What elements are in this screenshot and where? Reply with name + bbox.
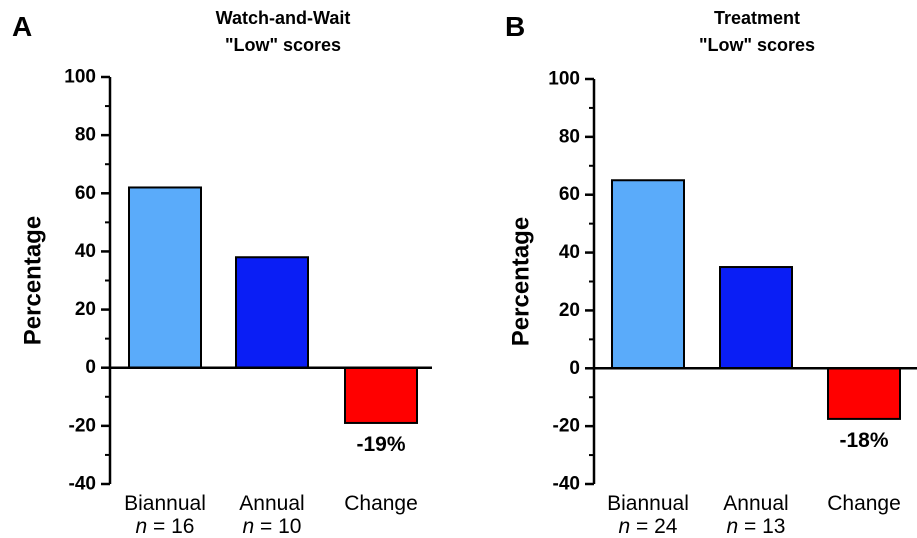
chart-title-line: Watch-and-Wait	[216, 8, 351, 28]
sample-size-value: 24	[654, 515, 678, 538]
y-tick-label: 80	[559, 126, 580, 147]
x-tick-label: Biannual	[124, 492, 206, 515]
panel-b: B Treatment "Low" scores Percentage 100 80 60 4…	[505, 8, 917, 538]
x-tick-label: Annual	[239, 492, 304, 515]
y-tick-label: 100	[548, 69, 580, 90]
sample-size-value: 16	[171, 515, 194, 538]
y-tick-label: -40	[553, 474, 580, 495]
y-tick-label: 100	[64, 67, 96, 88]
panel-a: A Watch-and-Wait"Low" scoresPercentage100…	[12, 8, 432, 538]
y-axis-label: Percentage	[19, 216, 46, 345]
sample-size-label: n = 13	[727, 515, 786, 538]
sample-size-label: n = 16	[136, 515, 195, 538]
y-tick-label: 0	[569, 358, 580, 379]
y-tick-label: 40	[559, 242, 580, 263]
y-tick-label: 0	[85, 357, 96, 378]
sample-size-value: 10	[278, 515, 301, 538]
y-tick-label: 60	[75, 183, 96, 204]
y-tick-label: 80	[75, 125, 96, 146]
bar-biannual	[611, 179, 685, 370]
y-tick-label: -20	[553, 416, 580, 437]
bar-annual	[235, 256, 309, 369]
chart-title-line: "Low" scores	[699, 35, 815, 55]
y-tick-label: 60	[559, 184, 580, 205]
y-tick-label: 20	[559, 300, 580, 321]
x-tick-label: Change	[827, 492, 901, 515]
bar-change	[827, 367, 901, 420]
bar-change	[344, 366, 418, 424]
y-tick-label: -20	[69, 415, 96, 436]
data-label: -18%	[839, 429, 888, 452]
sample-size-value: 13	[762, 515, 785, 538]
y-tick-label: 40	[75, 241, 96, 262]
y-tick-label: -40	[69, 474, 96, 495]
sample-size-label: n = 24	[619, 515, 678, 538]
x-tick-label: Biannual	[607, 492, 689, 515]
y-axis-label: Percentage	[507, 217, 534, 346]
chart-title-line: Treatment	[714, 8, 800, 28]
x-tick-label: Annual	[723, 492, 788, 515]
data-label: -19%	[356, 433, 405, 456]
bar-biannual	[128, 186, 202, 369]
bar-annual	[719, 266, 793, 370]
panel-letter: B	[505, 11, 525, 42]
x-tick-label: Change	[344, 492, 418, 515]
y-tick-label: 20	[75, 299, 96, 320]
panel-letter: A	[12, 11, 32, 42]
sample-size-label: n = 10	[243, 515, 302, 538]
chart-title-line: "Low" scores	[225, 35, 341, 55]
